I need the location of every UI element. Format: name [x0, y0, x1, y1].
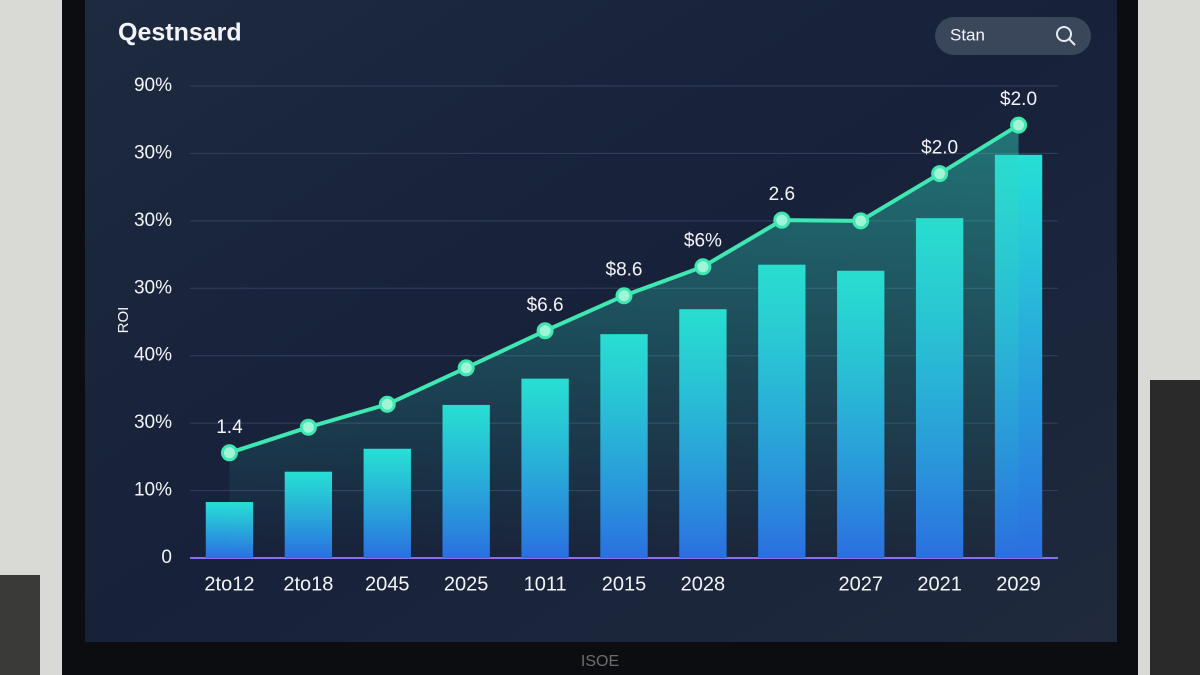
search-icon [1068, 38, 1076, 46]
line-point [615, 287, 633, 305]
search-box[interactable] [935, 17, 1091, 55]
search-icon [1056, 26, 1072, 42]
line-point [1010, 116, 1028, 134]
line-point [220, 444, 238, 462]
y-tick-label: 40% [134, 345, 172, 366]
x-tick-label: 2021 [917, 573, 962, 595]
data-label: 1.4 [216, 417, 243, 438]
brand: ISOE [581, 653, 619, 670]
y-axis-label: ROI [115, 307, 132, 334]
chart-title: Qestnsard [118, 19, 242, 47]
x-tick-label: 2to18 [283, 573, 333, 595]
line-point [299, 418, 317, 436]
x-tick-label: 2015 [602, 573, 647, 595]
data-label: 2.6 [769, 184, 795, 205]
x-tick-label: 2025 [444, 573, 489, 595]
search-placeholder: Stan [950, 25, 985, 44]
line-point [773, 211, 791, 229]
line-point [457, 359, 475, 377]
y-tick-label: 30% [134, 412, 172, 433]
line-point [852, 212, 870, 230]
line-point [536, 322, 554, 340]
data-label: $8.6 [606, 260, 643, 281]
line-point [694, 258, 712, 276]
line-point [931, 165, 949, 183]
y-tick-label: 30% [134, 277, 172, 298]
line-point [378, 395, 396, 413]
x-tick-label: 2045 [365, 573, 410, 595]
data-label: $6.6 [527, 295, 564, 316]
x-tick-label: 1011 [524, 573, 567, 595]
line-area [229, 125, 1019, 558]
y-tick-label: 30% [134, 210, 172, 231]
background-object [1150, 380, 1200, 675]
data-label: $2.0 [921, 138, 958, 159]
x-tick-label: 2028 [681, 573, 726, 595]
background-object [0, 575, 40, 675]
y-tick-label: 0 [161, 547, 172, 568]
data-label: $6% [684, 231, 722, 252]
plot: 0 10% 30% 40% 30% 30% 30% 90% 2to12 2to18 2045 2025… [134, 75, 1058, 595]
data-label: $2.0 [1000, 89, 1037, 110]
x-tick-label: 2029 [996, 573, 1041, 595]
x-tick-label: 2027 [838, 573, 883, 595]
y-tick-label: 90% [134, 75, 172, 96]
y-tick-label: 10% [134, 480, 172, 501]
y-tick-label: 30% [134, 142, 172, 163]
x-tick-label: 2to12 [204, 573, 254, 595]
